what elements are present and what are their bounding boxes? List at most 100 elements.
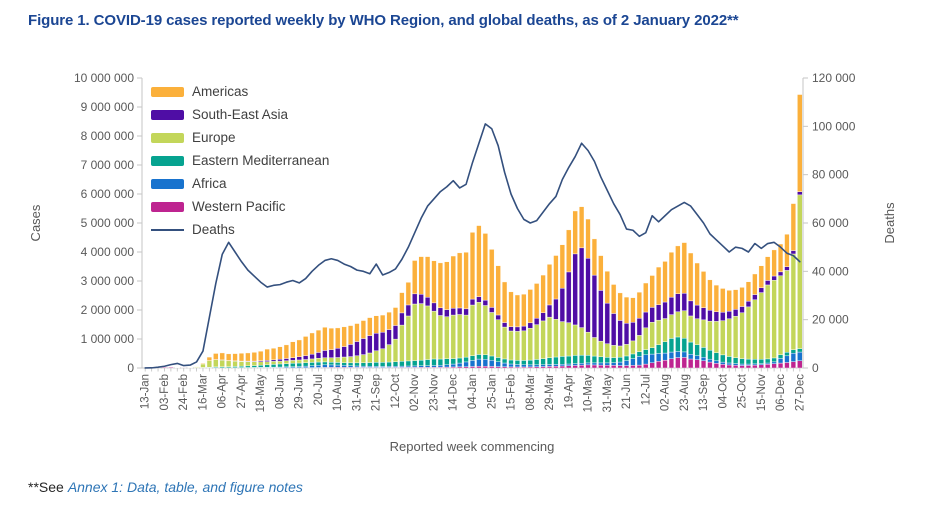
bar-segment-europe (200, 363, 206, 368)
bar-segment-americas (797, 94, 803, 192)
bar-segment-europe (463, 314, 469, 358)
bar-segment-europe (713, 321, 719, 353)
x-tick-label: 03-Feb (159, 374, 171, 410)
bar-segment-africa (405, 365, 411, 368)
x-tick-label: 25-Oct (737, 373, 749, 408)
bar-segment-europe (476, 302, 482, 355)
bar-segment-americas (707, 279, 713, 311)
bar-segment-americas (418, 256, 424, 295)
bar-segment-africa (328, 364, 334, 368)
bar-segment-africa (501, 362, 508, 367)
bar-segment-europe (405, 315, 411, 362)
bar-segment-europe (707, 320, 713, 351)
bar-segment-americas (238, 353, 245, 362)
bar-segment-africa (489, 360, 495, 367)
figure-title: Figure 1. COVID-19 cases reported weekly… (28, 12, 739, 29)
bar-segment-western-pacific (656, 361, 662, 369)
legend-swatch-western-pacific (151, 201, 184, 212)
bar-segment-south-east-asia (630, 322, 636, 342)
bar-segment-eastern-mediterranean (386, 361, 392, 367)
bar-segment-americas (367, 317, 373, 336)
bar-segment-south-east-asia (784, 266, 790, 271)
bar-segment-western-pacific (771, 363, 777, 369)
x-axis-title: Reported week commencing (390, 439, 555, 454)
bar-segment-south-east-asia (540, 312, 546, 322)
bar-segment-eastern-mediterranean (277, 363, 283, 368)
cases-deaths-stacked-bar-chart: 0 1 000 000 2 000 000 3 000 000 4 000 000 5 0… (28, 71, 897, 454)
bar-segment-western-pacific (489, 366, 495, 369)
bar-segment-western-pacific (713, 363, 719, 369)
bar-segment-americas (611, 284, 617, 314)
x-tick-label: 31-Aug (351, 374, 363, 411)
bar-segment-africa (656, 353, 662, 362)
bar-segment-africa (534, 364, 540, 367)
bar-segment-eastern-mediterranean (765, 358, 771, 364)
y-right-tick-label: 80 000 (812, 168, 849, 182)
bar-segment-africa (604, 362, 610, 366)
bar-segment-europe (238, 361, 245, 367)
y-left-tick-label: 10 000 000 (74, 71, 134, 85)
bar-segment-americas (482, 233, 488, 301)
bar-segment-eastern-mediterranean (258, 364, 264, 368)
bar-segment-europe (765, 284, 771, 360)
plot-area: 0 1 000 000 2 000 000 3 000 000 4 000 000 5 0… (74, 71, 856, 412)
bar-segment-europe (604, 343, 610, 358)
bar-segment-south-east-asia (534, 318, 540, 325)
bar-segment-americas (290, 341, 296, 358)
bar-segment-eastern-mediterranean (245, 365, 251, 368)
bar-segment-europe (360, 354, 367, 363)
annex-link[interactable]: Annex 1: Data, table, and figure notes (67, 479, 303, 495)
bar-segment-africa (418, 365, 424, 368)
bar-segment-western-pacific (572, 365, 578, 369)
bar-segment-eastern-mediterranean (424, 359, 431, 366)
bar-segment-africa (681, 351, 687, 358)
bar-segment-eastern-mediterranean (534, 359, 540, 366)
x-tick-label: 12-Jul (640, 374, 652, 405)
bar-segment-south-east-asia (469, 298, 476, 306)
bar-segment-europe (739, 312, 745, 359)
bar-segment-europe (322, 357, 328, 363)
y-left-tick-label: 0 (127, 361, 134, 375)
bar-segment-south-east-asia (656, 304, 662, 321)
bar-segment-eastern-mediterranean (790, 349, 796, 354)
bar-segment-africa (303, 365, 309, 368)
x-tick-label: 27-Dec (794, 374, 806, 411)
bar-segment-americas (315, 329, 322, 353)
deaths-line (144, 123, 801, 369)
bar-segment-europe (328, 357, 334, 363)
bar-segment-europe (290, 360, 296, 364)
bar-segment-eastern-mediterranean (476, 354, 482, 360)
bar-segment-americas (328, 327, 334, 350)
chart-legend: Americas South-East Asia Europe Eastern Med… (151, 80, 329, 241)
bar-segment-eastern-mediterranean (636, 351, 642, 357)
legend-item-south-east-asia: South-East Asia (151, 103, 329, 126)
bar-segment-eastern-mediterranean (694, 344, 700, 356)
bar-segment-eastern-mediterranean (341, 362, 347, 366)
legend-swatch-africa (151, 178, 184, 189)
bar-segment-south-east-asia (270, 359, 277, 362)
bar-segment-americas (322, 327, 328, 351)
bar-segment-africa (335, 364, 341, 368)
bar-segment-africa (643, 354, 649, 365)
bar-segment-africa (675, 351, 681, 358)
bar-segment-africa (354, 365, 360, 368)
x-tick-label: 21-Sep (371, 374, 383, 411)
bar-segment-americas (226, 353, 232, 361)
bar-segment-south-east-asia (277, 358, 283, 362)
bar-segment-western-pacific (688, 358, 694, 369)
bar-segment-eastern-mediterranean (797, 348, 803, 353)
bar-segment-western-pacific (758, 364, 764, 369)
bar-segment-europe (315, 358, 322, 363)
bar-segment-south-east-asia (566, 271, 572, 323)
bar-segment-europe (643, 327, 649, 350)
bar-segment-western-pacific (546, 366, 553, 369)
bar-segment-eastern-mediterranean (668, 338, 675, 353)
bar-segment-south-east-asia (495, 314, 501, 320)
bar-segment-eastern-mediterranean (373, 362, 379, 367)
bar-segment-africa (566, 363, 572, 366)
bar-segment-eastern-mediterranean (559, 356, 565, 365)
bar-segment-south-east-asia (758, 287, 764, 293)
bar-segment-south-east-asia (303, 355, 309, 360)
bar-segment-africa (585, 362, 591, 366)
bar-segment-south-east-asia (290, 357, 296, 361)
